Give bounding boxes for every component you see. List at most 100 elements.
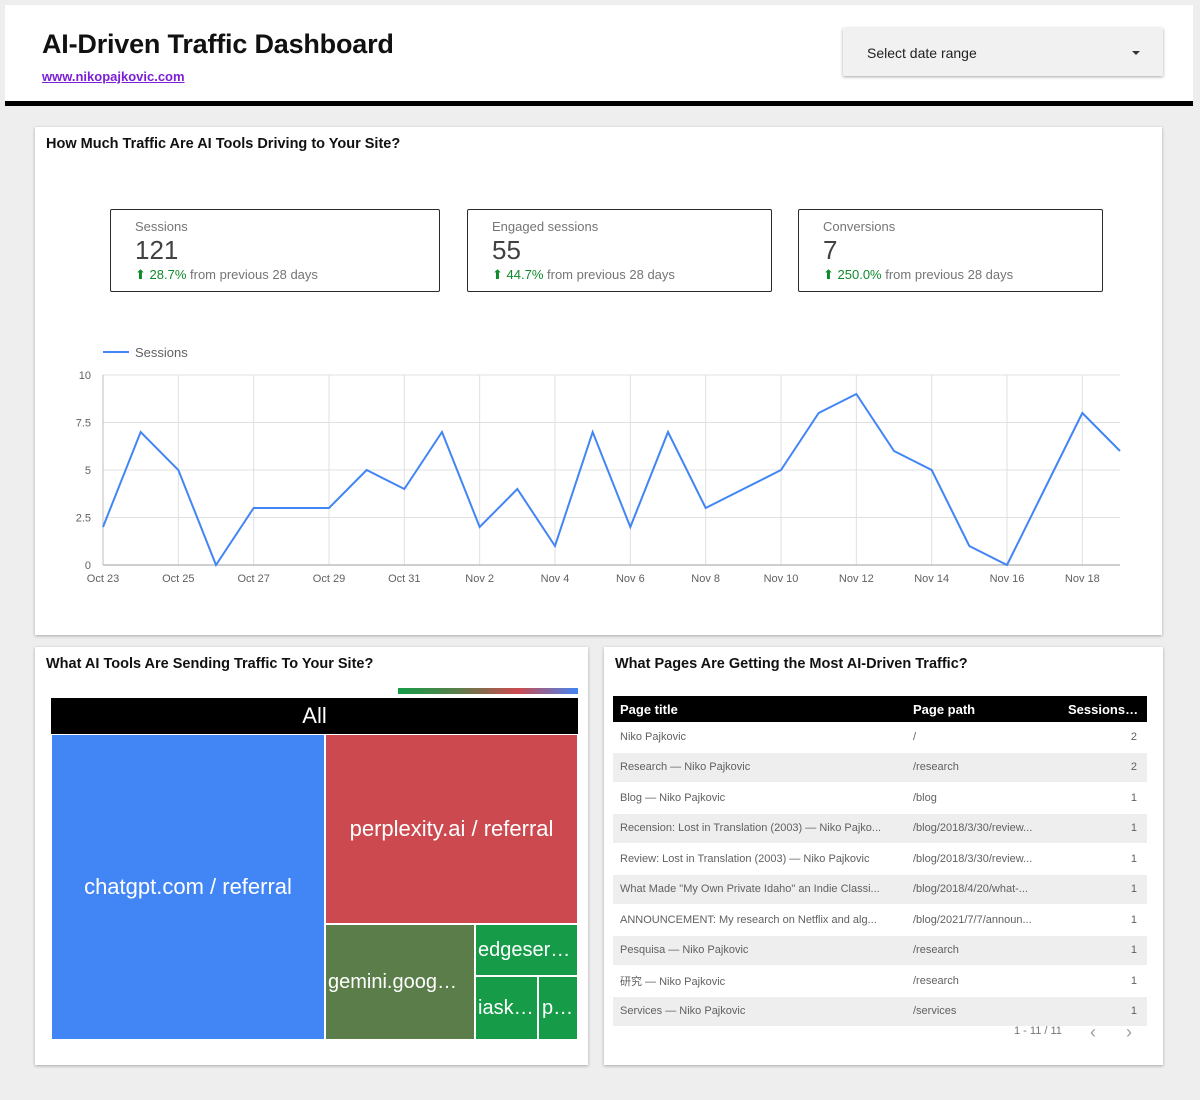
cell-page-title: Pesquisa — Niko Pajkovic bbox=[613, 935, 906, 966]
kpi-engaged-sessions: Engaged sessions 55 ⬆ 44.7% from previou… bbox=[467, 209, 772, 292]
data-point bbox=[703, 505, 709, 511]
column-header-page-title[interactable]: Page title bbox=[613, 696, 906, 722]
data-point bbox=[288, 505, 294, 511]
x-tick-label: Oct 29 bbox=[313, 573, 345, 585]
treemap-root-label: All bbox=[302, 703, 327, 728]
data-point bbox=[364, 467, 370, 473]
cell-page-path: /blog/2018/3/30/review... bbox=[906, 813, 1061, 844]
cell-sessions: 1 bbox=[1061, 782, 1147, 814]
kpi-sessions: Sessions 121 ⬆ 28.7% from previous 28 da… bbox=[110, 209, 440, 292]
kpi-delta: ⬆ 28.7% from previous 28 days bbox=[135, 267, 318, 283]
cell-page-path: /research bbox=[906, 935, 1061, 966]
site-link[interactable]: www.nikopajkovic.com bbox=[42, 69, 185, 84]
cell-page-title: Services — Niko Pajkovic bbox=[613, 996, 906, 1027]
treemap-cell-chatgpt[interactable]: chatgpt.com / referral bbox=[51, 734, 325, 1040]
legend-label: Sessions bbox=[135, 345, 188, 360]
kpi-label: Sessions bbox=[135, 219, 188, 234]
x-tick-label: Nov 2 bbox=[465, 573, 494, 585]
data-point bbox=[1117, 448, 1123, 454]
date-range-label: Select date range bbox=[867, 45, 977, 61]
table-row[interactable]: Services — Niko Pajkovic/services 1 bbox=[613, 996, 1147, 1027]
treemap-cell-label: chatgpt.com / referral bbox=[84, 874, 292, 899]
y-tick-label: 10 bbox=[79, 370, 91, 382]
table-row[interactable]: Niko Pajkovic/2 bbox=[613, 722, 1147, 753]
x-tick-label: Oct 25 bbox=[162, 573, 194, 585]
treemap-cell-gemini[interactable]: gemini.goog… bbox=[325, 924, 475, 1040]
dashboard-header: AI-Driven Traffic Dashboard www.nikopajk… bbox=[5, 5, 1193, 106]
data-point bbox=[1079, 410, 1085, 416]
table-row[interactable]: Review: Lost in Translation (2003) — Nik… bbox=[613, 843, 1147, 875]
treemap-cell-perplexity[interactable]: perplexity.ai / referral bbox=[325, 734, 578, 924]
data-point bbox=[439, 429, 445, 435]
kpi-value: 121 bbox=[135, 235, 179, 265]
sessions-series-line bbox=[102, 392, 1121, 568]
column-header-page-path[interactable]: Page path bbox=[906, 696, 1061, 722]
table-header-row: Page title Page path Sessions… bbox=[613, 696, 1147, 722]
cell-sessions: 1 bbox=[1061, 904, 1147, 936]
data-point bbox=[251, 505, 257, 511]
treemap-cell-other[interactable]: p… bbox=[538, 976, 578, 1040]
cell-page-path: /research bbox=[906, 752, 1061, 783]
y-tick-label: 0 bbox=[85, 560, 91, 572]
x-tick-label: Oct 27 bbox=[237, 573, 269, 585]
cell-sessions: 1 bbox=[1061, 996, 1147, 1027]
kpi-value: 55 bbox=[492, 235, 521, 265]
cell-page-path: /blog/2021/7/7/announ... bbox=[906, 904, 1061, 936]
cell-page-path: /services bbox=[906, 996, 1061, 1027]
prev-page-icon[interactable]: ‹ bbox=[1090, 1022, 1096, 1042]
table-row[interactable]: Recension: Lost in Translation (2003) — … bbox=[613, 813, 1147, 844]
column-header-sessions[interactable]: Sessions… bbox=[1061, 696, 1147, 722]
x-tick-label: Nov 16 bbox=[990, 573, 1025, 585]
kpi-delta-value: 28.7% bbox=[149, 267, 187, 282]
table-row[interactable]: Pesquisa — Niko Pajkovic/research 1 bbox=[613, 935, 1147, 966]
treemap-cell-label: edgeser… bbox=[478, 938, 571, 961]
table-row[interactable]: Research — Niko Pajkovic/research 2 bbox=[613, 752, 1147, 783]
cell-sessions: 1 bbox=[1061, 843, 1147, 875]
table-row[interactable]: What Made "My Own Private Idaho" an Indi… bbox=[613, 874, 1147, 905]
data-point bbox=[966, 543, 972, 549]
table-row[interactable]: ANNOUNCEMENT: My research on Netflix and… bbox=[613, 904, 1147, 936]
kpi-delta-suffix: from previous 28 days bbox=[547, 267, 675, 282]
traffic-card-title: How Much Traffic Are AI Tools Driving to… bbox=[46, 136, 401, 152]
cell-page-title: Recension: Lost in Translation (2003) — … bbox=[613, 813, 906, 844]
arrow-up-icon: ⬆ bbox=[492, 267, 507, 282]
cell-page-title: What Made "My Own Private Idaho" an Indi… bbox=[613, 874, 906, 905]
kpi-label: Conversions bbox=[823, 219, 896, 234]
data-point bbox=[590, 429, 596, 435]
data-point bbox=[514, 486, 520, 492]
treemap-header[interactable]: All bbox=[51, 698, 578, 734]
treemap-cell-iask[interactable]: iask… bbox=[475, 976, 538, 1040]
cell-sessions: 2 bbox=[1061, 752, 1147, 783]
data-point bbox=[213, 562, 219, 568]
data-point bbox=[1042, 486, 1048, 492]
kpi-label: Engaged sessions bbox=[492, 219, 599, 234]
data-point bbox=[929, 467, 935, 473]
y-tick-label: 7.5 bbox=[76, 418, 91, 430]
y-tick-label: 5 bbox=[85, 465, 91, 477]
data-point bbox=[853, 391, 859, 397]
cell-page-path: / bbox=[906, 722, 1061, 753]
arrow-up-icon: ⬆ bbox=[135, 267, 150, 282]
data-point bbox=[326, 505, 332, 511]
pages-table: Page title Page path Sessions… Niko Pajk… bbox=[613, 696, 1147, 1027]
table-row[interactable]: 研究 — Niko Pajkovic/research 1 bbox=[613, 965, 1147, 997]
treemap-cell-edgeservices[interactable]: edgeser… bbox=[475, 924, 578, 976]
cell-page-path: /blog/2018/4/20/what-... bbox=[906, 874, 1061, 905]
page-title: AI-Driven Traffic Dashboard bbox=[42, 29, 394, 59]
next-page-icon[interactable]: › bbox=[1126, 1022, 1132, 1042]
pages-card-title: What Pages Are Getting the Most AI-Drive… bbox=[615, 656, 968, 672]
kpi-delta: ⬆ 44.7% from previous 28 days bbox=[492, 267, 675, 283]
x-tick-label: Nov 6 bbox=[616, 573, 645, 585]
kpi-conversions: Conversions 7 ⬆ 250.0% from previous 28 … bbox=[798, 209, 1103, 292]
y-tick-label: 2.5 bbox=[76, 513, 91, 525]
table-row[interactable]: Blog — Niko Pajkovic/blog 1 bbox=[613, 782, 1147, 814]
chart-legend[interactable]: Sessions bbox=[103, 345, 188, 360]
cell-sessions: 1 bbox=[1061, 874, 1147, 905]
x-tick-label: Nov 4 bbox=[541, 573, 570, 585]
sessions-line-chart[interactable]: 0 2.5 5 7.5 10 Oct 23 Oct 25 Oct 27 Oct 29 Oct 31… bbox=[60, 365, 1140, 595]
treemap-cell-label: perplexity.ai / referral bbox=[349, 816, 554, 841]
cell-sessions: 1 bbox=[1061, 813, 1147, 844]
data-point bbox=[778, 467, 784, 473]
kpi-value: 7 bbox=[823, 235, 838, 265]
date-range-select[interactable]: Select date range bbox=[843, 28, 1163, 76]
